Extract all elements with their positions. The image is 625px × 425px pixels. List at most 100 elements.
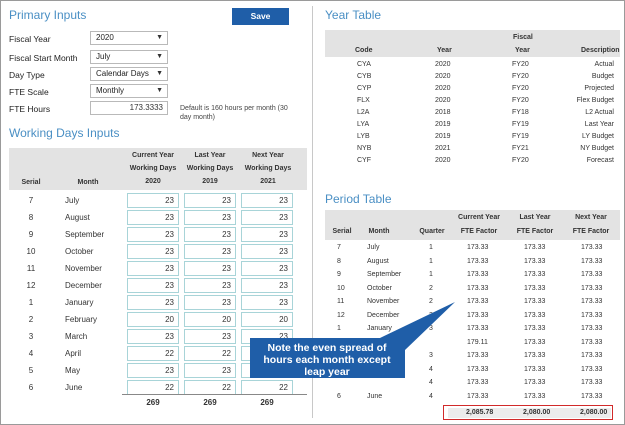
pt-ly-cell: 173.33 xyxy=(524,338,546,346)
last-year-days-input[interactable]: 20 xyxy=(184,312,236,327)
last-year-days-input[interactable]: 23 xyxy=(184,261,236,276)
period-total-highlight xyxy=(443,405,613,420)
serial-cell: 5 xyxy=(28,366,34,375)
pt-serial-cell: 10 xyxy=(337,284,345,292)
next-year-days-input[interactable]: 23 xyxy=(241,278,293,293)
description-cell: Actual xyxy=(594,61,614,68)
last-year-days-input[interactable]: 23 xyxy=(184,295,236,310)
pt-month-cell: July xyxy=(367,244,380,251)
fte-hours-input[interactable]: 173.3333 xyxy=(90,101,168,115)
pt-cy-header-1: Current Year xyxy=(458,214,500,221)
next-year-days-input[interactable]: 22 xyxy=(241,380,293,395)
last-year-days-input[interactable]: 22 xyxy=(184,346,236,361)
current-year-days-input[interactable]: 23 xyxy=(127,295,179,310)
pt-quarter-cell: 2 xyxy=(429,311,433,319)
pt-quarter-cell: 4 xyxy=(429,365,433,373)
table-row: 12 December 23 23 23 xyxy=(9,278,307,295)
current-year-header-2: Working Days xyxy=(129,165,177,172)
serial-cell: 3 xyxy=(28,332,34,341)
current-year-days-input[interactable]: 20 xyxy=(127,312,179,327)
fte-scale-select[interactable]: Monthly ▼ xyxy=(90,84,168,98)
month-cell: February xyxy=(65,315,98,324)
current-year-days-input[interactable]: 23 xyxy=(127,193,179,208)
pt-ny-cell: 173.33 xyxy=(581,311,603,319)
pt-ly-cell: 173.33 xyxy=(524,311,546,319)
month-cell: August xyxy=(65,213,90,222)
fte-hours-note: Default is 160 hours per month (30 day m… xyxy=(180,105,288,121)
day-type-label: Day Type xyxy=(9,70,45,80)
table-row: 9 September 23 23 23 xyxy=(9,227,307,244)
last-year-days-input[interactable]: 23 xyxy=(184,363,236,378)
day-type-select[interactable]: Calendar Days ▼ xyxy=(90,67,168,81)
next-year-days-input[interactable]: 23 xyxy=(241,193,293,208)
table-row: 4 173.33 173.33 173.33 xyxy=(325,377,620,390)
serial-cell: 9 xyxy=(28,230,34,239)
description-cell: LY Budget xyxy=(581,133,614,140)
fiscal-year-select[interactable]: 2020 ▼ xyxy=(90,31,168,45)
serial-cell: 2 xyxy=(28,315,34,324)
next-year-days-input[interactable]: 23 xyxy=(241,295,293,310)
callout-text: Note the even spread of hours each month… xyxy=(252,342,402,378)
pt-ly-cell: 173.33 xyxy=(524,392,546,400)
pt-ly-header-1: Last Year xyxy=(519,214,551,221)
next-year-days-input[interactable]: 23 xyxy=(241,244,293,259)
day-type-value: Calendar Days xyxy=(96,69,149,78)
next-year-days-input[interactable]: 20 xyxy=(241,312,293,327)
pt-month-cell: January xyxy=(367,325,392,332)
current-year-days-input[interactable]: 23 xyxy=(127,210,179,225)
pt-month-cell: August xyxy=(367,257,389,265)
pt-serial-cell: 8 xyxy=(337,257,341,265)
pt-ny-header-1: Next Year xyxy=(575,214,607,221)
pt-ly-cell: 173.33 xyxy=(524,244,546,251)
save-button[interactable]: Save xyxy=(232,8,289,25)
current-year-days-input[interactable]: 23 xyxy=(127,329,179,344)
pt-month-cell: September xyxy=(367,271,402,278)
month-cell: April xyxy=(65,349,82,358)
last-year-days-input[interactable]: 23 xyxy=(184,329,236,344)
pt-month-header: Month xyxy=(368,228,390,235)
current-year-days-input[interactable]: 23 xyxy=(127,278,179,293)
last-year-days-input[interactable]: 22 xyxy=(184,380,236,395)
pt-ny-cell: 173.33 xyxy=(581,365,603,373)
pt-quarter-cell: 4 xyxy=(429,379,433,386)
fiscal-year-cell: FY19 xyxy=(512,133,529,140)
year-cell: 2020 xyxy=(435,61,451,68)
fiscal-header-top: Fiscal xyxy=(513,34,533,41)
next-year-days-input[interactable]: 23 xyxy=(241,210,293,225)
month-cell: March xyxy=(65,332,88,341)
serial-cell: 12 xyxy=(26,281,36,290)
pt-cy-total: 2,085.78 xyxy=(466,409,494,416)
current-year-header-1: Current Year xyxy=(132,152,174,159)
current-year-days-input[interactable]: 23 xyxy=(127,363,179,378)
last-year-header-3: 2019 xyxy=(202,178,218,185)
fiscal-header-bottom: Year xyxy=(515,47,530,54)
last-year-days-input[interactable]: 23 xyxy=(184,193,236,208)
month-cell: October xyxy=(65,247,94,256)
last-year-days-input[interactable]: 23 xyxy=(184,227,236,242)
dropdown-arrow-icon: ▼ xyxy=(156,87,163,94)
current-year-days-input[interactable]: 23 xyxy=(127,227,179,242)
serial-header: Serial xyxy=(21,179,41,186)
fiscal-year-cell: FY20 xyxy=(512,61,529,68)
next-year-days-input[interactable]: 23 xyxy=(241,261,293,276)
pt-serial-cell: 11 xyxy=(337,298,345,305)
fiscal-year-value: 2020 xyxy=(96,33,114,42)
current-year-days-input[interactable]: 22 xyxy=(127,380,179,395)
year-cell: 2020 xyxy=(435,157,451,164)
month-cell: May xyxy=(65,366,81,375)
serial-cell: 8 xyxy=(28,213,34,222)
fiscal-start-month-select[interactable]: July ▼ xyxy=(90,50,168,64)
pt-ny-cell: 173.33 xyxy=(581,298,603,305)
description-cell: Flex Budget xyxy=(576,97,614,104)
table-row: CYA 2020 FY20 Actual xyxy=(325,60,620,72)
fiscal-year-cell: FY20 xyxy=(512,73,529,80)
current-year-days-input[interactable]: 23 xyxy=(127,261,179,276)
last-year-days-input[interactable]: 23 xyxy=(184,210,236,225)
description-cell: L2 Actual xyxy=(585,109,614,116)
pt-cy-cell: 173.33 xyxy=(467,284,489,292)
last-year-days-input[interactable]: 23 xyxy=(184,278,236,293)
current-year-days-input[interactable]: 22 xyxy=(127,346,179,361)
last-year-days-input[interactable]: 23 xyxy=(184,244,236,259)
current-year-days-input[interactable]: 23 xyxy=(127,244,179,259)
next-year-days-input[interactable]: 23 xyxy=(241,227,293,242)
